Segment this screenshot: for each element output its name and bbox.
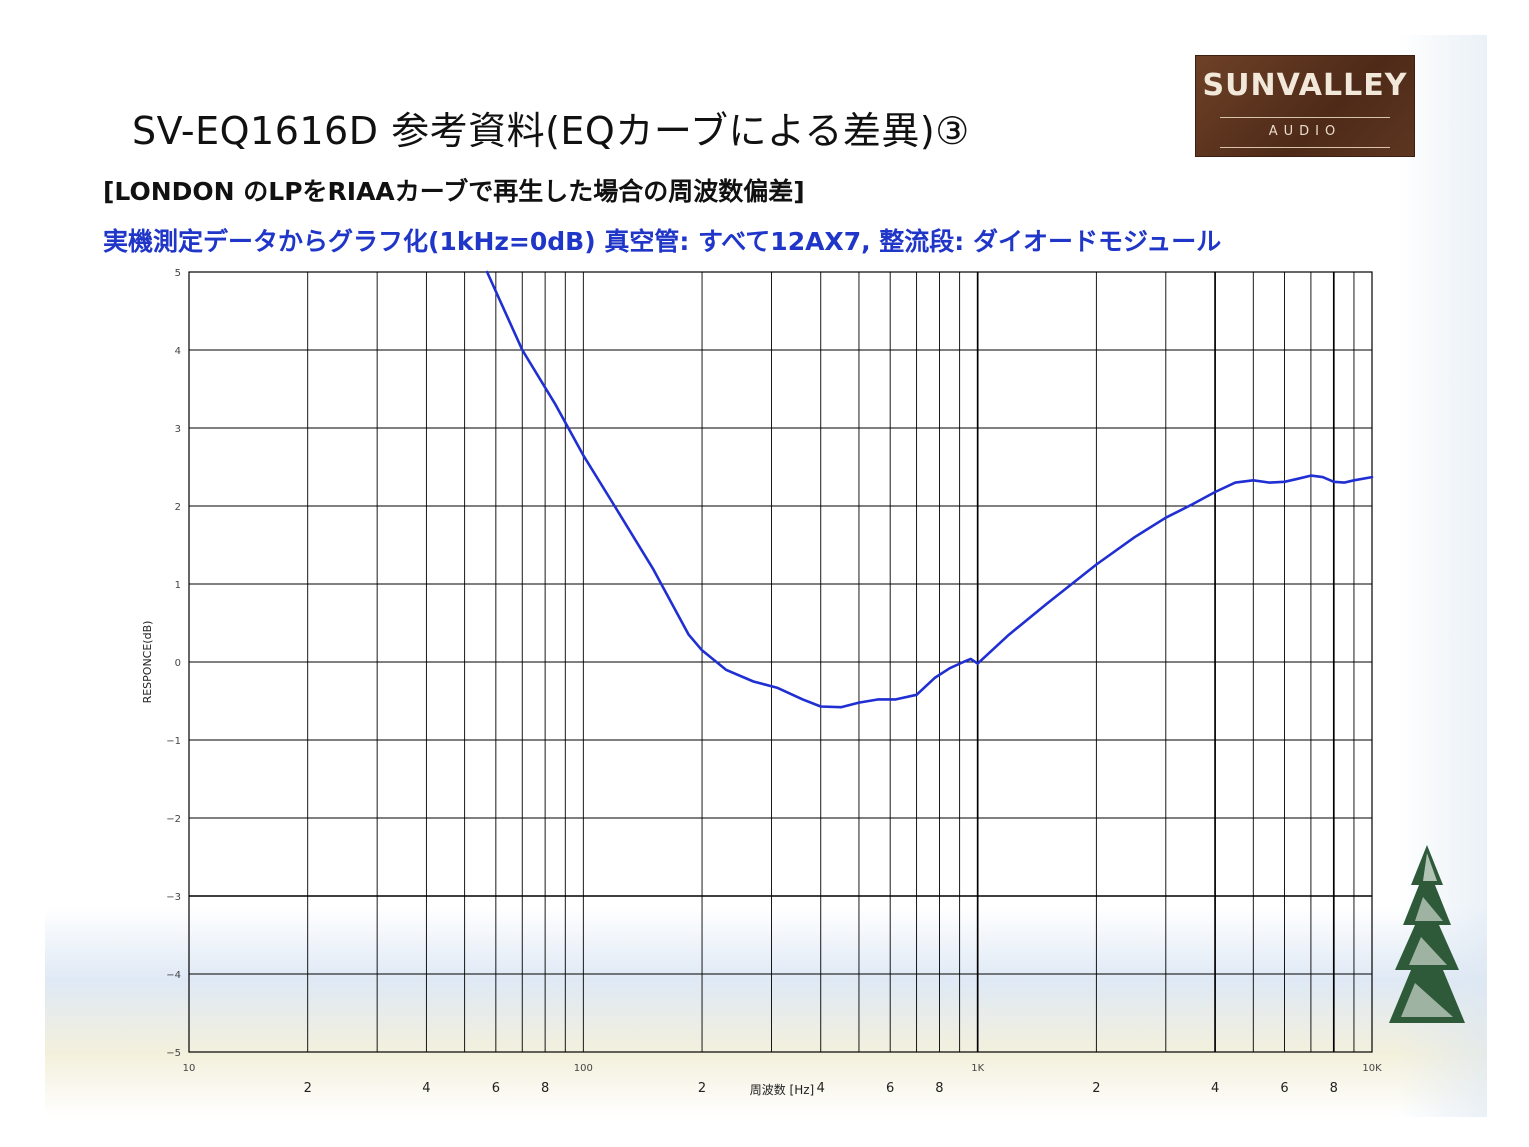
logo-wordmark: SUNVALLEY <box>1202 68 1408 103</box>
x-minor-label: 8 <box>935 1081 943 1096</box>
slide-title: SV-EQ1616D 参考資料(EQカーブによる差異)③ <box>132 109 970 153</box>
slide-subtitle: [LONDON のLPをRIAAカーブで再生した場合の周波数偏差] <box>103 177 805 206</box>
x-minor-label: 2 <box>698 1081 706 1096</box>
logo-divider-top <box>1220 117 1390 118</box>
x-minor-label: 2 <box>1092 1081 1100 1096</box>
y-tick-label: −4 <box>166 970 181 981</box>
chart-series <box>485 270 1374 709</box>
y-tick-label: 1 <box>175 580 181 591</box>
x-decade-label: 10 <box>183 1063 196 1074</box>
x-decade-label: 1K <box>971 1063 984 1074</box>
x-minor-label: 8 <box>541 1081 549 1096</box>
pine-tree-decoration <box>1389 845 1465 1023</box>
y-tick-label: −2 <box>166 814 181 825</box>
frequency-response-line <box>485 270 1374 709</box>
brand-logo: SUNVALLEY AUDIO <box>1195 55 1415 157</box>
x-minor-label: 6 <box>886 1081 894 1096</box>
y-tick-label: 0 <box>175 658 181 669</box>
chart-grid <box>188 271 1373 1053</box>
x-minor-label: 4 <box>1211 1081 1219 1096</box>
y-axis-label: RESPONCE(dB) <box>141 621 154 704</box>
x-decade-label: 100 <box>574 1063 593 1074</box>
y-tick-label: 3 <box>175 424 181 435</box>
slide-background <box>45 35 1487 1117</box>
x-decade-label: 10K <box>1362 1063 1382 1074</box>
x-axis-label: 周波数 [Hz] <box>750 1082 815 1097</box>
x-minor-label: 2 <box>304 1081 312 1096</box>
logo-subtext: AUDIO <box>1268 124 1342 139</box>
y-tick-label: 2 <box>175 502 181 513</box>
logo-divider-bottom <box>1220 147 1390 148</box>
snow-ground-decoration <box>45 907 1487 1117</box>
x-minor-label: 4 <box>422 1081 430 1096</box>
x-minor-label: 4 <box>817 1081 825 1096</box>
y-tick-label: −5 <box>166 1048 181 1059</box>
x-minor-label: 8 <box>1330 1081 1338 1096</box>
slide-description: 実機測定データからグラフ化(1kHz=0dB) 真空管: すべて12AX7, 整… <box>103 227 1222 256</box>
y-tick-label: −1 <box>166 736 181 747</box>
x-minor-label: 6 <box>492 1081 500 1096</box>
x-minor-label: 6 <box>1280 1081 1288 1096</box>
y-tick-label: −3 <box>166 892 181 903</box>
y-tick-label: 5 <box>175 268 181 279</box>
y-tick-label: 4 <box>175 346 181 357</box>
